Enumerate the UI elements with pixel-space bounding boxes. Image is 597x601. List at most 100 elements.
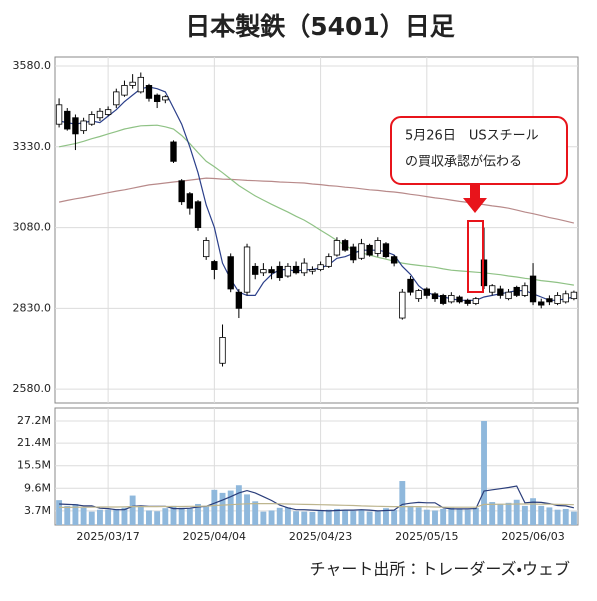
volume-bar bbox=[252, 501, 259, 525]
volume-bar bbox=[350, 510, 357, 525]
volume-bar bbox=[97, 509, 103, 525]
volume-bar bbox=[481, 421, 487, 525]
volume-bar bbox=[88, 511, 95, 525]
volume-bar bbox=[137, 506, 144, 525]
y-tick-label: 2830.0 bbox=[13, 301, 52, 314]
y-tick-label: 9.6M bbox=[24, 481, 51, 494]
candle-body bbox=[382, 243, 390, 258]
candle-body bbox=[55, 104, 63, 125]
candle-body bbox=[497, 288, 504, 296]
candle-body bbox=[538, 301, 545, 306]
candle-body bbox=[333, 240, 341, 256]
candle-body bbox=[96, 110, 104, 119]
volume-bar bbox=[276, 507, 283, 525]
candle-body bbox=[407, 278, 414, 293]
volume-bar bbox=[317, 510, 324, 525]
candle-body bbox=[72, 117, 79, 135]
volume-bar bbox=[146, 510, 152, 525]
volume-bar bbox=[80, 507, 87, 525]
candle-body bbox=[317, 264, 324, 270]
x-tick-label: 2025/05/15 bbox=[395, 530, 458, 543]
volume-bar bbox=[186, 508, 193, 525]
candle-body bbox=[162, 96, 169, 101]
candle-body bbox=[80, 120, 87, 132]
volume-bar bbox=[293, 511, 300, 525]
volume-bar bbox=[121, 507, 128, 525]
candle-body bbox=[88, 114, 95, 125]
y-tick-label: 3080.0 bbox=[13, 221, 52, 234]
arrow-head bbox=[463, 198, 487, 213]
ma-line bbox=[58, 177, 575, 224]
y-tick-label: 21.4M bbox=[17, 436, 51, 449]
candle-body bbox=[284, 265, 292, 277]
volume-bar bbox=[464, 509, 471, 525]
candle-body bbox=[415, 290, 422, 300]
annotation-text: の買収承認が伝わる bbox=[405, 155, 522, 170]
volume-bar bbox=[105, 509, 112, 525]
candle-body bbox=[439, 295, 447, 304]
volume-bar bbox=[154, 511, 161, 525]
candle-body bbox=[562, 293, 569, 303]
candle-body bbox=[203, 240, 210, 258]
candle-body bbox=[350, 246, 357, 261]
chart-title: 日本製鉄（5401）日足 bbox=[185, 12, 455, 41]
candle-body bbox=[186, 193, 194, 209]
candle-body bbox=[341, 240, 349, 251]
candle-body bbox=[292, 265, 300, 274]
volume-bar bbox=[530, 498, 536, 525]
volume-bar bbox=[358, 509, 365, 525]
volume-bar bbox=[284, 507, 291, 525]
y-tick-label: 3.7M bbox=[24, 504, 51, 517]
volume-bar bbox=[383, 508, 389, 525]
candle-body bbox=[121, 85, 128, 96]
volume-bar bbox=[521, 505, 528, 525]
candle-body bbox=[309, 269, 316, 272]
volume-bar bbox=[505, 502, 512, 525]
candle-body bbox=[276, 265, 283, 279]
volume-bar bbox=[72, 503, 79, 525]
candle-body bbox=[529, 275, 537, 303]
volume-bar bbox=[432, 510, 438, 525]
candle-body bbox=[390, 256, 398, 264]
volume-bar bbox=[56, 500, 63, 525]
y-tick-label: 2580.0 bbox=[13, 382, 52, 395]
candle-body bbox=[211, 261, 218, 270]
candle-body bbox=[464, 299, 471, 304]
volume-bar bbox=[538, 505, 545, 525]
volume-bar bbox=[195, 503, 201, 525]
volume-bar bbox=[260, 511, 267, 525]
volume-bar bbox=[554, 509, 561, 525]
candle-body bbox=[358, 243, 365, 259]
volume-bar bbox=[227, 490, 234, 525]
candle-body bbox=[194, 201, 202, 228]
candle-body bbox=[268, 269, 275, 274]
y-tick-label: 27.2M bbox=[17, 414, 51, 427]
volume-bar bbox=[440, 508, 447, 525]
candle-body bbox=[301, 262, 308, 274]
candle-body bbox=[260, 269, 267, 274]
y-tick-label: 3580.0 bbox=[13, 59, 52, 72]
source: チャート出所：トレーダーズ・ウェブ bbox=[310, 560, 570, 579]
candle-body bbox=[243, 246, 251, 293]
volume-bar bbox=[546, 507, 553, 525]
volume-bar bbox=[407, 505, 414, 525]
candle-body bbox=[170, 141, 177, 162]
x-tick-label: 2025/03/17 bbox=[76, 530, 139, 543]
candle-body bbox=[129, 81, 136, 86]
candle-body bbox=[178, 180, 185, 203]
y-tick-label: 15.5M bbox=[17, 459, 51, 472]
y-tick-label: 3330.0 bbox=[13, 140, 52, 153]
volume-bar bbox=[301, 511, 308, 525]
candle-body bbox=[399, 291, 406, 319]
ma-line bbox=[58, 86, 575, 301]
volume-bar bbox=[333, 508, 340, 525]
candle-body bbox=[570, 291, 578, 300]
volume-bar bbox=[391, 510, 398, 525]
x-tick-label: 2025/04/04 bbox=[183, 530, 246, 543]
volume-bar bbox=[448, 507, 455, 525]
volume-bar bbox=[497, 503, 504, 525]
candle-body bbox=[366, 244, 373, 256]
candle-body bbox=[513, 286, 520, 296]
candle-body bbox=[489, 285, 496, 293]
